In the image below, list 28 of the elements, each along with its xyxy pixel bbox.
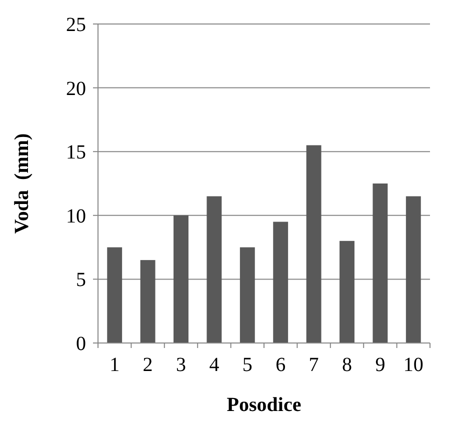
x-tick-label: 5 [242,354,252,376]
x-tick-label: 7 [308,354,319,376]
x-axis-title: Posodice [226,394,302,416]
y-axis-title: Voda (mm) [11,133,33,234]
bar [406,196,421,343]
bar [340,240,354,343]
y-tick-label: 25 [66,14,86,36]
x-tick-label: 6 [276,354,286,376]
x-tick-label: 8 [342,354,352,376]
bar [107,247,122,343]
y-tick-label: 20 [66,78,86,100]
bar [206,196,222,343]
y-tick-label: 15 [66,142,86,164]
x-tick-label: 9 [375,354,386,376]
x-tick-label: 1 [110,354,120,376]
y-tick-label: 10 [66,205,86,228]
x-tick-label: 3 [176,354,186,376]
bar [372,184,388,343]
bar [273,222,288,343]
y-tick-label: 5 [76,269,86,292]
bar [306,145,322,343]
bar [174,215,188,343]
y-tick-label: 0 [76,333,86,355]
x-tick-label: 2 [142,354,153,376]
x-tick-label: 10 [403,354,424,376]
bar [240,247,255,343]
x-tick-label: 4 [209,354,220,376]
bar [140,260,156,343]
